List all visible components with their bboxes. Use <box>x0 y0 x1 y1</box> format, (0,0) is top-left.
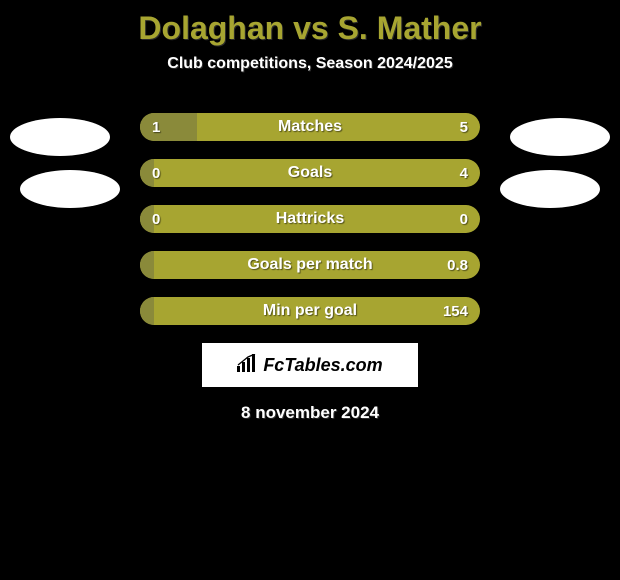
stat-bar: 0Goals4 <box>140 159 480 187</box>
stat-label: Hattricks <box>140 205 480 233</box>
stat-right-value: 0.8 <box>447 251 468 279</box>
stat-label: Goals <box>140 159 480 187</box>
date-text: 8 november 2024 <box>0 403 620 423</box>
stat-bar: Goals per match0.8 <box>140 251 480 279</box>
stat-bar: 1Matches5 <box>140 113 480 141</box>
page-title: Dolaghan vs S. Mather <box>0 0 620 47</box>
stat-label: Matches <box>140 113 480 141</box>
stat-right-value: 4 <box>460 159 468 187</box>
stat-label: Min per goal <box>140 297 480 325</box>
logo-box[interactable]: FcTables.com <box>202 343 418 387</box>
subtitle: Club competitions, Season 2024/2025 <box>0 55 620 73</box>
stat-label: Goals per match <box>140 251 480 279</box>
stat-right-value: 0 <box>460 205 468 233</box>
bar-chart-icon <box>237 354 259 377</box>
h2h-infographic: Dolaghan vs S. Mather Club competitions,… <box>0 0 620 580</box>
comparison-bars: 1Matches50Goals40Hattricks0Goals per mat… <box>0 113 620 325</box>
stat-bar: Min per goal154 <box>140 297 480 325</box>
stat-right-value: 154 <box>443 297 468 325</box>
logo: FcTables.com <box>237 354 382 377</box>
stat-bar: 0Hattricks0 <box>140 205 480 233</box>
stat-right-value: 5 <box>460 113 468 141</box>
logo-text: FcTables.com <box>263 355 382 376</box>
